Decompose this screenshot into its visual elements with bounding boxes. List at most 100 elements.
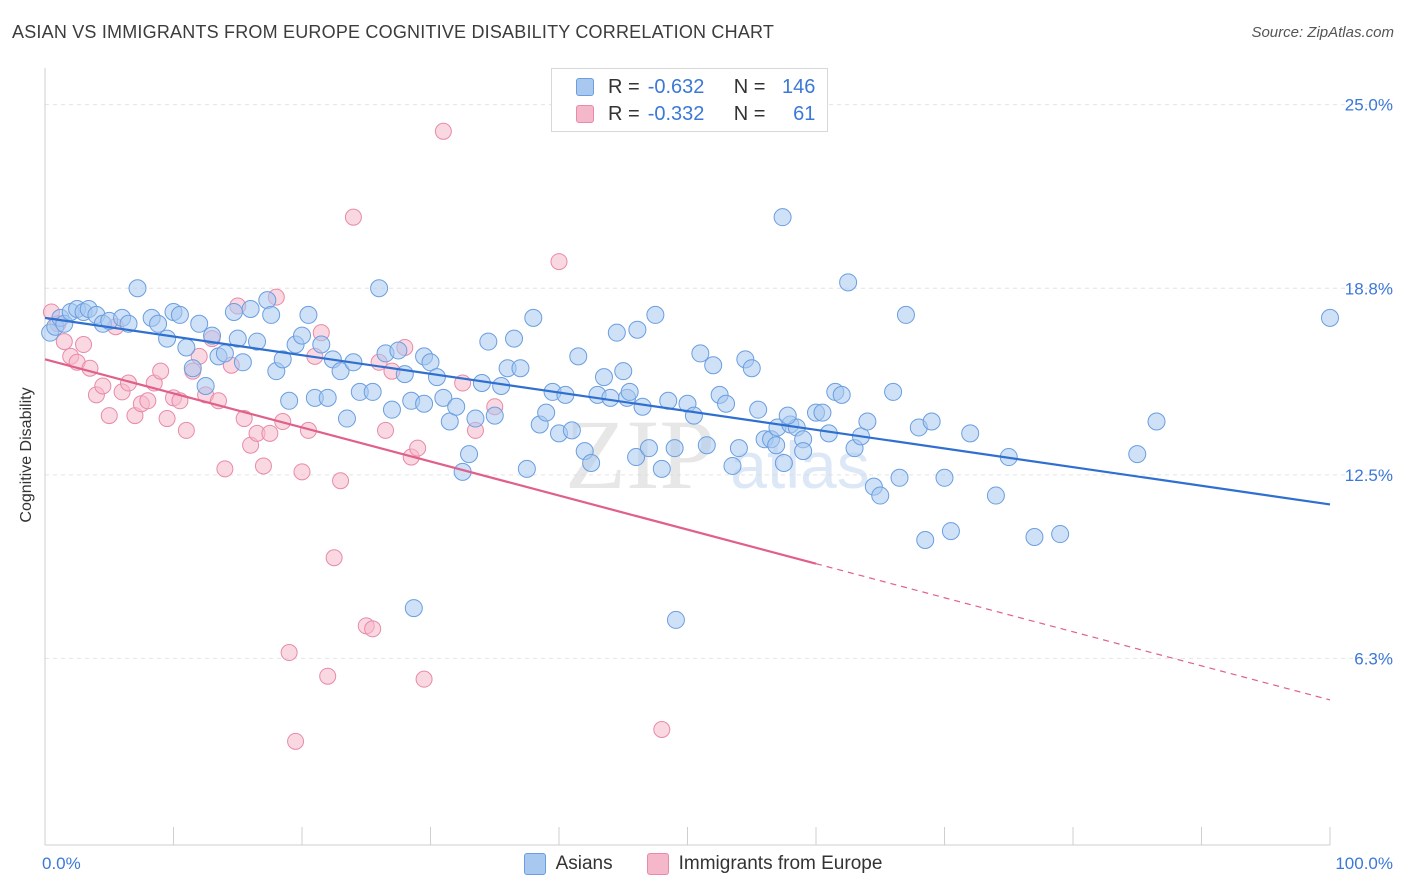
axes (44, 68, 1331, 846)
data-point-asians (601, 388, 620, 407)
data-point-asians (466, 409, 485, 428)
data-point-immigrants (75, 336, 93, 354)
n-label: N = (733, 75, 766, 98)
data-point-asians (628, 320, 647, 339)
data-point-asians (652, 459, 671, 478)
data-point-immigrants (254, 457, 272, 475)
data-point-immigrants (94, 377, 112, 395)
legend-label-immigrants: Immigrants from Europe (678, 853, 883, 874)
n-value: 61 (793, 102, 816, 125)
data-point-asians (177, 338, 196, 357)
legend-label-asians: Asians (555, 853, 613, 874)
data-point-asians (421, 353, 440, 372)
y-tick-label: 25.0% (1345, 96, 1393, 115)
data-point-asians (639, 439, 658, 458)
n-value: 146 (782, 75, 816, 98)
data-point-asians (158, 329, 177, 348)
source-label: Source: ZipAtlas.com (1251, 24, 1394, 41)
data-point-asians (1147, 412, 1166, 431)
data-point-asians (749, 400, 768, 419)
data-point-asians (896, 305, 915, 324)
data-point-asians (149, 314, 168, 333)
data-point-asians (370, 279, 389, 298)
data-point-asians (170, 305, 189, 324)
y-axis-label: Cognitive Disability (18, 387, 35, 523)
legend-swatch-immigrants (576, 105, 594, 123)
data-point-asians (935, 468, 954, 487)
asians-points (41, 208, 1339, 629)
series-legend: Asians Immigrants from Europe (0, 850, 1406, 878)
data-point-asians (922, 412, 941, 431)
data-point-asians (832, 385, 851, 404)
data-point-asians (697, 436, 716, 455)
data-point-asians (774, 453, 793, 472)
data-point-asians (684, 406, 703, 425)
data-point-asians (646, 305, 665, 324)
data-point-asians (742, 359, 761, 378)
data-point-immigrants (550, 253, 568, 271)
chart-title: ASIAN VS IMMIGRANTS FROM EUROPE COGNITIV… (12, 22, 775, 42)
data-point-asians (190, 314, 209, 333)
data-point-immigrants (415, 670, 433, 688)
data-point-immigrants (325, 549, 343, 567)
data-point-asians (620, 382, 639, 401)
data-point-asians (884, 382, 903, 401)
data-point-asians (312, 335, 331, 354)
data-point-immigrants (287, 732, 305, 750)
data-point-asians (627, 448, 646, 467)
data-point-asians (505, 329, 524, 348)
data-point-asians (241, 299, 260, 318)
data-point-asians (1128, 445, 1147, 464)
data-point-asians (389, 341, 408, 360)
data-point-asians (1051, 525, 1070, 544)
data-point-asians (258, 291, 277, 310)
data-point-immigrants (364, 620, 382, 638)
data-point-asians (128, 279, 147, 298)
data-point-immigrants (409, 439, 427, 457)
data-point-asians (941, 522, 960, 541)
data-point-immigrants (261, 424, 279, 442)
data-point-asians (773, 208, 792, 227)
data-point-asians (215, 344, 234, 363)
data-point-asians (607, 323, 626, 342)
data-point-immigrants (319, 667, 337, 685)
data-point-immigrants (177, 421, 195, 439)
data-point-asians (614, 362, 633, 381)
data-point-asians (767, 436, 786, 455)
data-point-asians (537, 403, 556, 422)
data-point-asians (337, 409, 356, 428)
data-point-immigrants (55, 333, 73, 351)
data-point-asians (1025, 528, 1044, 547)
legend-row-asians: R = -0.632 N = 146 (576, 74, 815, 100)
trendline-immigrants (44, 358, 817, 565)
legend-item-asians: Asians (523, 853, 613, 875)
legend-swatch-immigrants (646, 853, 669, 875)
r-value: -0.632 (647, 75, 705, 98)
data-point-asians (224, 302, 243, 321)
legend-swatch-asians (523, 853, 546, 875)
y-tick-label: 12.5% (1345, 466, 1393, 485)
data-point-asians (427, 368, 446, 387)
data-point-asians (723, 456, 742, 475)
tick-labels: 6.3% 12.5% 18.8% 25.0% 0.0% 100.0% (42, 96, 1393, 873)
data-point-asians (813, 403, 832, 422)
data-point-asians (666, 610, 685, 629)
data-point-asians (562, 421, 581, 440)
data-point-asians (569, 347, 588, 366)
data-point-asians (262, 305, 281, 324)
data-point-immigrants (434, 122, 452, 140)
data-point-asians (858, 412, 877, 431)
data-point-asians (248, 332, 267, 351)
data-point-asians (233, 353, 252, 372)
r-label: R = (608, 102, 640, 125)
legend-swatch-asians (576, 78, 594, 96)
data-point-asians (729, 439, 748, 458)
data-point-asians (485, 406, 504, 425)
legend-item-immigrants: Immigrants from Europe (646, 853, 883, 875)
data-point-immigrants (158, 410, 176, 428)
data-point-asians (871, 486, 890, 505)
x-tick-label: 100.0% (1335, 854, 1393, 873)
y-tick-label: 18.8% (1345, 279, 1393, 298)
gridlines (45, 104, 1392, 659)
data-point-asians (228, 329, 247, 348)
